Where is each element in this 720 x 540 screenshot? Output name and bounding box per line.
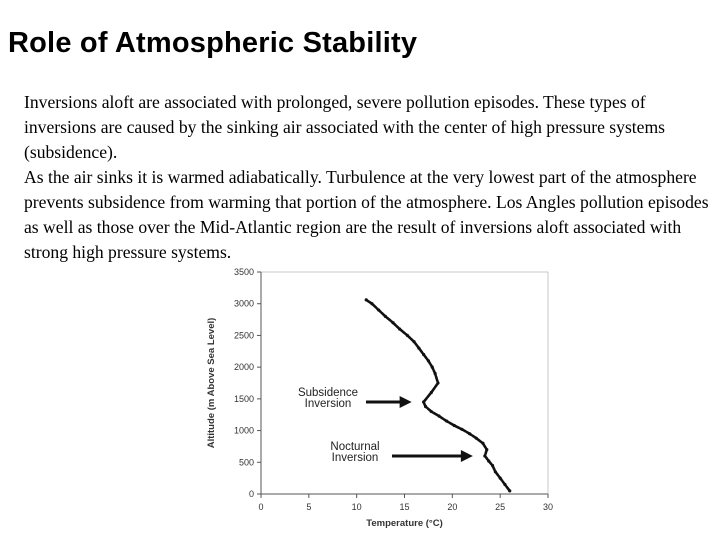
data-point xyxy=(437,414,441,418)
y-tick-label: 500 xyxy=(239,457,254,467)
x-tick-label: 15 xyxy=(399,502,409,512)
altitude-temperature-chart: 0 500 1000 1500 2000 2500 3000 3500 0 5 10 15 20 25 30… xyxy=(198,262,582,536)
data-point xyxy=(487,459,491,463)
y-tick-label: 1500 xyxy=(234,394,254,404)
data-point xyxy=(429,409,433,414)
data-point xyxy=(467,432,472,436)
y-tick-label: 2500 xyxy=(234,330,254,340)
slide-body: Inversions aloft are associated with pro… xyxy=(24,90,714,265)
x-tick-label: 30 xyxy=(543,502,553,512)
data-point xyxy=(398,327,402,331)
x-tick-label: 25 xyxy=(495,502,505,512)
annotation-arrow-head xyxy=(460,449,473,462)
x-tick-label: 10 xyxy=(352,502,362,512)
data-point xyxy=(430,365,434,369)
annotation-label: Subsidence xyxy=(298,387,358,399)
annotation-arrow-head xyxy=(399,396,412,409)
data-point xyxy=(429,390,433,395)
data-point xyxy=(474,436,478,440)
data-point xyxy=(422,400,426,404)
y-tick-label: 3500 xyxy=(234,267,254,277)
paragraph-inversions-aloft: Inversions aloft are associated with pro… xyxy=(24,92,666,162)
x-tick-label: 0 xyxy=(258,502,263,512)
annotation-label: Nocturnal xyxy=(330,441,379,453)
data-point xyxy=(460,427,464,431)
data-point xyxy=(483,454,487,458)
data-point xyxy=(370,302,374,306)
data-point xyxy=(383,314,387,318)
data-point xyxy=(481,441,485,445)
data-point xyxy=(444,419,449,423)
data-point xyxy=(452,423,456,428)
slide-title: Role of Atmospheric Stability xyxy=(8,27,418,59)
data-point xyxy=(503,482,507,487)
y-tick-label: 2000 xyxy=(234,362,254,372)
data-point xyxy=(490,463,495,468)
annotation-label: Inversion xyxy=(305,398,352,410)
annotation-label: Inversion xyxy=(332,452,379,464)
y-tick-label: 0 xyxy=(249,489,254,499)
data-point xyxy=(422,352,426,357)
x-tick-label: 5 xyxy=(306,502,311,512)
data-point xyxy=(417,346,421,350)
data-point xyxy=(364,298,368,302)
y-axis-label: Altitude (m Above Sea Level) xyxy=(206,318,217,449)
data-point xyxy=(391,321,395,325)
chart-svg: 0 500 1000 1500 2000 2500 3000 3500 0 5 10 15 20 25 30… xyxy=(206,267,553,529)
data-point xyxy=(412,340,416,344)
data-point xyxy=(508,489,512,493)
data-point xyxy=(433,371,437,376)
data-point xyxy=(436,381,440,385)
data-point xyxy=(377,308,381,312)
data-point xyxy=(498,476,502,480)
plot-frame xyxy=(260,271,549,495)
x-axis-label: Temperature (°C) xyxy=(366,518,442,529)
paragraph-adiabatic-warming: As the air sinks it is warmed adiabatica… xyxy=(24,167,709,262)
data-point xyxy=(423,404,428,409)
x-tick-label: 20 xyxy=(447,502,457,512)
data-point xyxy=(405,333,409,338)
data-point xyxy=(485,448,489,452)
y-tick-label: 3000 xyxy=(234,299,254,309)
data-point xyxy=(426,359,431,363)
data-point xyxy=(493,470,497,474)
y-tick-label: 1000 xyxy=(234,426,254,436)
